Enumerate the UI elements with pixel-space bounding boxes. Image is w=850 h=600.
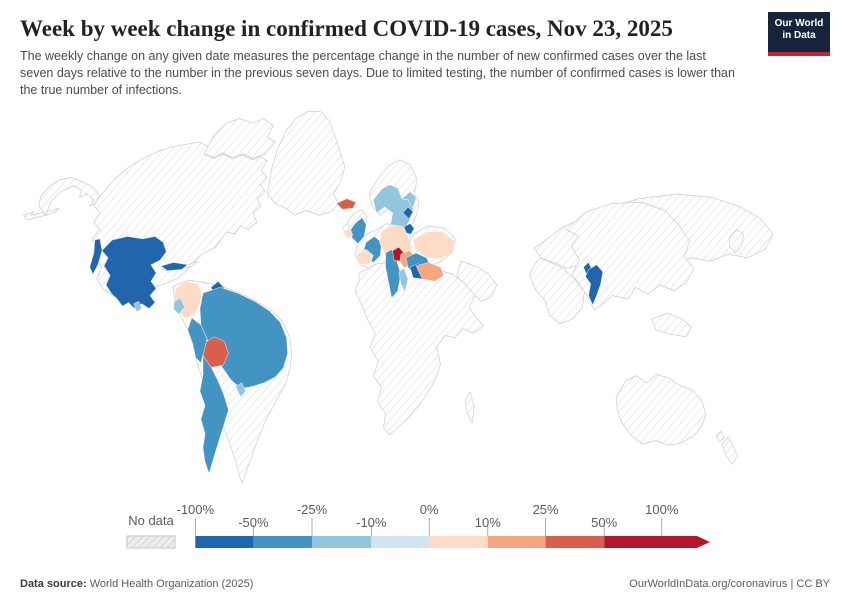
svg-text:10%: 10%: [475, 515, 501, 530]
svg-text:25%: 25%: [533, 502, 559, 517]
svg-text:0%: 0%: [420, 502, 439, 517]
svg-text:100%: 100%: [645, 502, 679, 517]
svg-text:No data: No data: [128, 513, 174, 528]
svg-text:-100%: -100%: [177, 502, 215, 517]
svg-text:-50%: -50%: [238, 515, 269, 530]
svg-text:50%: 50%: [591, 515, 617, 530]
svg-text:-10%: -10%: [356, 515, 387, 530]
svg-text:-25%: -25%: [297, 502, 328, 517]
